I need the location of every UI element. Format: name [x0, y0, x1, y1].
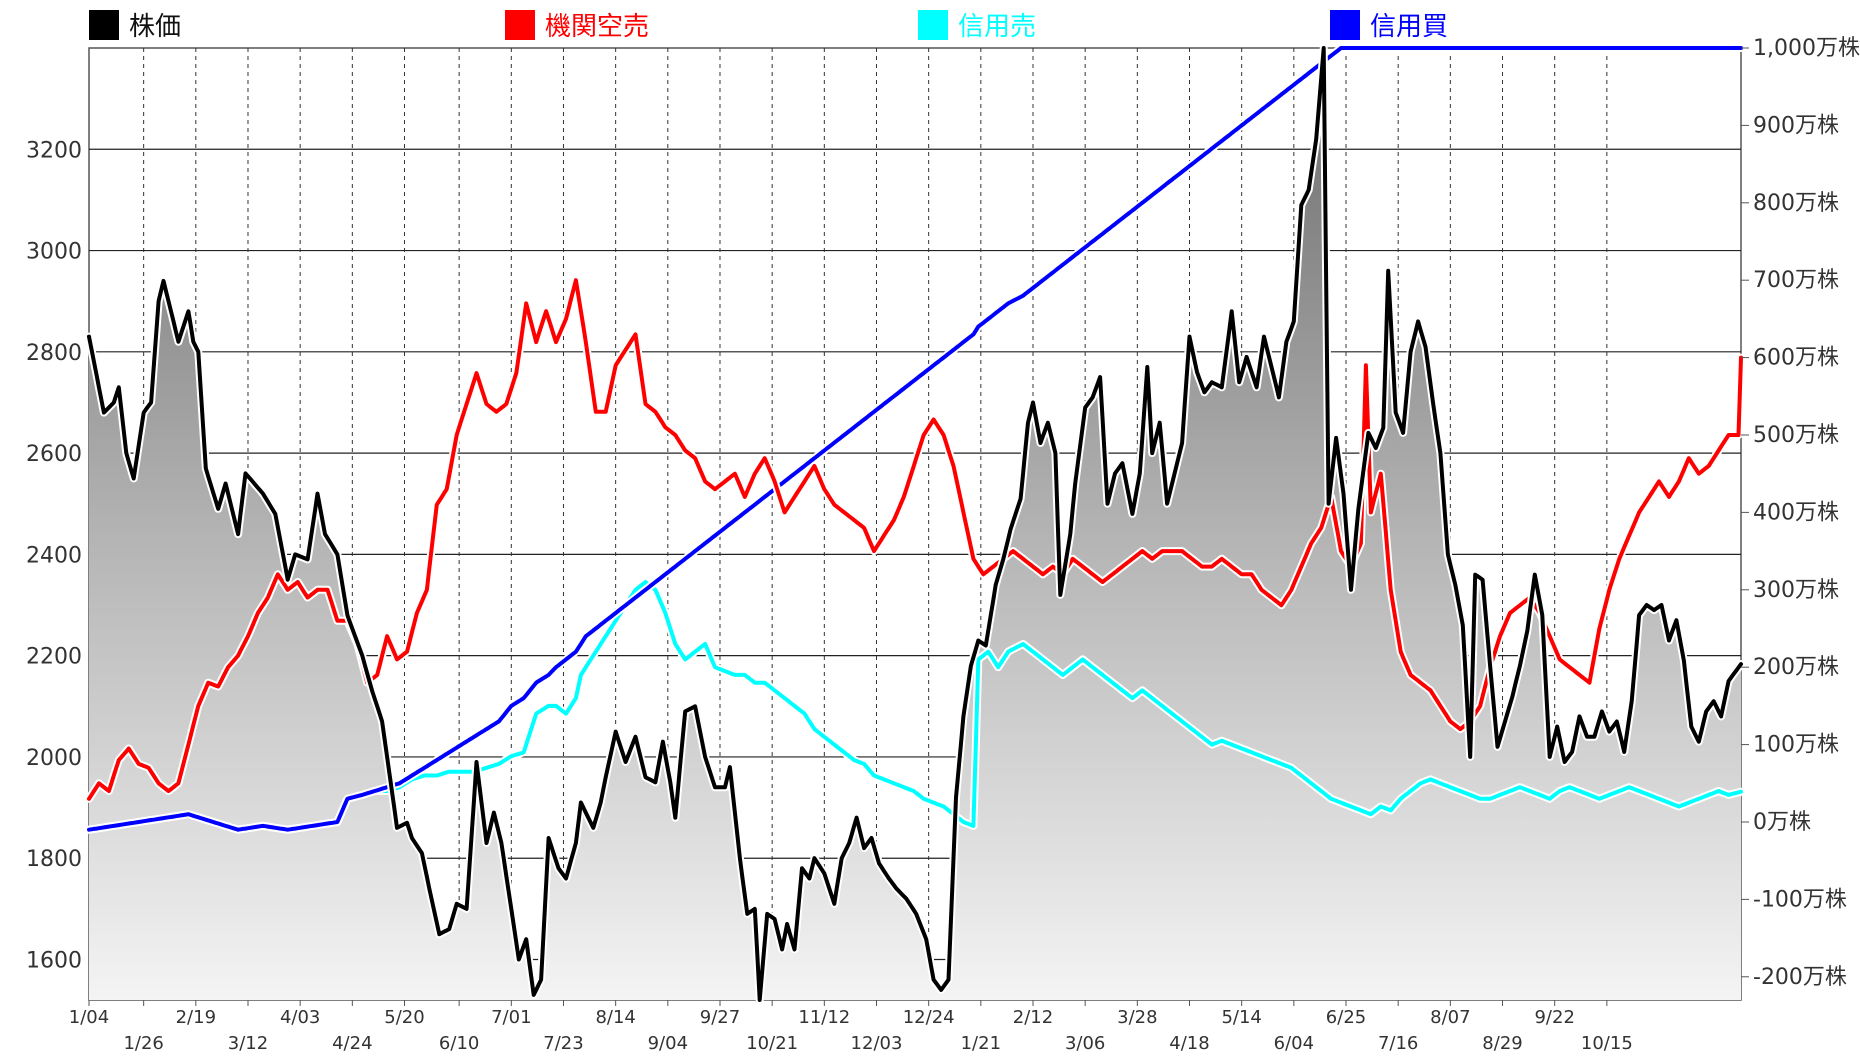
x-tick-label-6: 5/20 — [384, 1007, 424, 1028]
x-tick-label-25: 7/16 — [1378, 1033, 1418, 1053]
series-line-3 — [87, 46, 1743, 832]
right-tick-label-8: 600万株 — [1753, 346, 1839, 371]
legend-label-3: 信用買 — [1370, 12, 1448, 42]
x-tick-label-29: 10/15 — [1581, 1033, 1633, 1053]
legend-swatch-2 — [918, 10, 948, 40]
left-tick-label-4: 2400 — [26, 543, 82, 568]
x-tick-label-12: 9/27 — [700, 1007, 740, 1028]
price-area-fill — [89, 48, 1741, 1000]
right-tick-label-2: 0万株 — [1753, 810, 1811, 835]
left-axis: 1600 1800 2000 2200 2400 2600 2800 3000 3200 — [26, 138, 82, 973]
x-tick-label-5: 4/24 — [332, 1033, 372, 1053]
x-tick-label-28: 9/22 — [1534, 1007, 1574, 1028]
legend-swatch-1 — [505, 10, 535, 40]
right-tick-label-9: 700万株 — [1753, 268, 1839, 293]
right-tick-label-12: 1,000万株 — [1753, 36, 1860, 61]
x-tick-label-23: 6/04 — [1274, 1033, 1314, 1053]
x-tick-label-10: 8/14 — [595, 1007, 635, 1028]
left-tick-label-8: 3200 — [26, 138, 82, 163]
legend-swatch-3 — [1330, 10, 1360, 40]
x-tick-label-8: 7/01 — [491, 1007, 531, 1028]
x-tick-label-26: 8/07 — [1430, 1007, 1470, 1028]
right-tick-label-5: 300万株 — [1753, 578, 1839, 603]
x-tick-label-18: 2/12 — [1013, 1007, 1053, 1028]
x-tick-label-16: 12/24 — [903, 1007, 955, 1028]
left-tick-label-1: 1800 — [26, 847, 82, 872]
right-tick-label-10: 800万株 — [1753, 191, 1839, 216]
x-axis: 1/04 1/26 2/19 3/12 4/03 4/24 5/20 6/10 7/01 7/23… — [69, 1000, 1633, 1054]
x-tick-label-13: 10/21 — [746, 1033, 798, 1053]
left-tick-label-7: 3000 — [26, 240, 82, 265]
legend-label-1: 機関空売 — [545, 12, 649, 42]
x-tick-label-21: 4/18 — [1169, 1033, 1209, 1053]
left-tick-label-0: 1600 — [26, 948, 82, 973]
left-tick-label-3: 2200 — [26, 645, 82, 670]
x-tick-label-17: 1/21 — [961, 1033, 1001, 1053]
x-tick-label-4: 4/03 — [280, 1007, 320, 1028]
right-tick-label-1: -100万株 — [1753, 887, 1847, 912]
right-tick-label-0: -200万株 — [1753, 965, 1847, 990]
x-tick-label-15: 12/03 — [851, 1033, 903, 1053]
legend-swatch-0 — [89, 10, 119, 40]
x-tick-label-20: 3/28 — [1117, 1007, 1157, 1028]
right-tick-label-11: 900万株 — [1753, 113, 1839, 138]
legend: 株価 機関空売 信用売 信用買 — [89, 10, 1448, 42]
right-tick-label-6: 400万株 — [1753, 500, 1839, 525]
left-tick-label-5: 2600 — [26, 442, 82, 467]
series-line-0 — [87, 46, 1743, 1002]
right-tick-label-7: 500万株 — [1753, 423, 1839, 448]
x-tick-label-0: 1/04 — [69, 1007, 109, 1028]
x-tick-label-24: 6/25 — [1326, 1007, 1366, 1028]
legend-label-2: 信用売 — [958, 12, 1036, 42]
price-area — [89, 48, 1741, 1000]
right-axis: -200万株 -100万株 0万株 100万株 200万株 300万株 400万株 500万株… — [1741, 36, 1860, 990]
right-tick-label-4: 200万株 — [1753, 655, 1839, 680]
x-tick-label-27: 8/29 — [1482, 1033, 1522, 1053]
series-lines — [85, 44, 1745, 1004]
x-tick-label-9: 7/23 — [543, 1033, 583, 1053]
legend-label-0: 株価 — [129, 12, 181, 42]
right-tick-label-3: 100万株 — [1753, 733, 1839, 758]
x-tick-label-7: 6/10 — [439, 1033, 479, 1053]
left-tick-label-2: 2000 — [26, 746, 82, 771]
left-tick-label-6: 2800 — [26, 341, 82, 366]
x-tick-label-11: 9/04 — [648, 1033, 688, 1053]
x-tick-label-3: 3/12 — [228, 1033, 268, 1053]
x-tick-label-22: 5/14 — [1221, 1007, 1261, 1028]
x-tick-label-19: 3/06 — [1065, 1033, 1105, 1053]
x-tick-label-14: 11/12 — [798, 1007, 850, 1028]
x-tick-label-1: 1/26 — [123, 1033, 163, 1053]
x-tick-label-2: 2/19 — [176, 1007, 216, 1028]
